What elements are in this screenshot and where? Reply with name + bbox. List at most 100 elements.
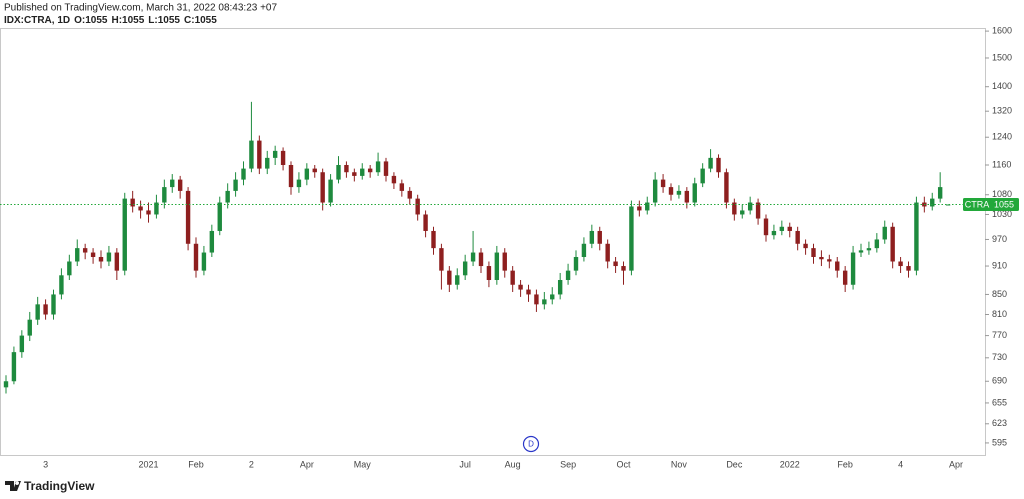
y-tick-label: 1600 [992, 25, 1012, 35]
candle-body [795, 230, 800, 244]
candle-body [542, 299, 547, 305]
x-tick-label: Feb [188, 459, 204, 469]
x-tick-label: Feb [837, 459, 853, 469]
candle-body [779, 226, 785, 231]
y-tick-label: 730 [992, 352, 1007, 362]
candle-body [550, 294, 555, 300]
candle-body [692, 183, 697, 203]
brand: TradingView [24, 479, 95, 493]
candle-body [819, 256, 824, 260]
candle-body [747, 202, 753, 211]
candle-body [763, 218, 769, 236]
candle-body [787, 226, 792, 231]
candle-body [328, 179, 333, 203]
ohlc-label: L: [148, 15, 157, 26]
candle-body [740, 210, 745, 215]
candle-body [866, 248, 872, 251]
candle-body [257, 140, 262, 169]
candle-body [391, 175, 397, 184]
candle-body [534, 294, 539, 305]
candle-body [732, 202, 737, 215]
x-tick-label: 2 [249, 459, 254, 469]
symbol: IDX:CTRA, 1D [4, 15, 70, 26]
candle-body [700, 168, 705, 184]
y-tick-label: 970 [992, 234, 1007, 244]
candle-body [82, 248, 88, 253]
candle-body [375, 161, 381, 173]
candle-body [470, 252, 476, 262]
candle-body [803, 243, 808, 249]
candle-body [3, 381, 9, 388]
candle-body [272, 150, 278, 158]
candle-body [352, 172, 357, 176]
candle-body [668, 187, 674, 195]
candle-body [684, 190, 690, 203]
candle-body [288, 164, 294, 188]
candle-body [225, 190, 230, 203]
candle-body [296, 179, 302, 188]
ohlc-label: H: [111, 15, 122, 26]
candle-body [201, 252, 207, 271]
candle-body [399, 183, 405, 191]
candle-body [241, 168, 246, 180]
candle-body [423, 214, 428, 231]
candle-body [645, 202, 650, 211]
footer-logo: TradingView [5, 479, 95, 493]
y-tick-label: 1080 [992, 189, 1012, 199]
candle-body [447, 270, 452, 285]
candle-body [130, 198, 135, 207]
candle-body [486, 266, 492, 281]
candle-body [494, 252, 500, 281]
candle-body [755, 202, 761, 219]
candle-body [898, 261, 903, 267]
ohlc-value: 1055 [85, 15, 108, 26]
candle-body [882, 226, 887, 240]
candle-body [360, 168, 365, 176]
candle-body [185, 190, 191, 244]
candle-body [708, 157, 713, 169]
candle-body [629, 206, 634, 271]
candle-body [502, 252, 507, 271]
candle-body [455, 275, 460, 285]
candle-body [193, 243, 199, 271]
x-tick-label: Apr [949, 459, 963, 469]
candle-body [407, 190, 412, 199]
candle-body [146, 210, 151, 215]
candle-body [367, 168, 373, 173]
candle-body [439, 248, 444, 271]
candle-body [724, 172, 729, 203]
candle-body [637, 206, 642, 211]
candle-body [652, 179, 658, 203]
candle-body [249, 140, 254, 169]
candle-body [850, 252, 856, 285]
candle-body [597, 230, 602, 244]
plot-frame [0, 28, 986, 456]
x-tick-label: 4 [898, 459, 903, 469]
candle-body [930, 198, 935, 207]
candle-body [336, 164, 341, 180]
logo-icon [5, 481, 21, 491]
candle-body [265, 157, 270, 169]
candle-body [589, 230, 595, 244]
candle-body [526, 289, 531, 295]
candle-body [557, 280, 563, 295]
x-tick-label: May [354, 459, 372, 469]
event-circle [522, 435, 540, 453]
y-tick-label: 850 [992, 289, 1007, 299]
y-tick-label: 1030 [992, 209, 1012, 219]
candle-body [660, 179, 666, 188]
symbol-legend: IDX:CTRA, 1D O:1055 H:1055 L:1055 C:1055 [4, 15, 217, 26]
candle-body [581, 243, 587, 257]
candle-body [59, 275, 64, 295]
published-note: Published on TradingView.com, March 31, … [4, 3, 277, 14]
y-tick-label: 1160 [992, 159, 1011, 169]
candle-body [162, 187, 167, 203]
candle-body [170, 179, 175, 188]
price-tag-value: 1055 [994, 199, 1014, 209]
candle-body [106, 252, 112, 262]
candle-body [621, 266, 626, 271]
candle-body [906, 266, 911, 271]
y-tick-label: 655 [992, 397, 1007, 407]
candle-body [811, 248, 816, 257]
